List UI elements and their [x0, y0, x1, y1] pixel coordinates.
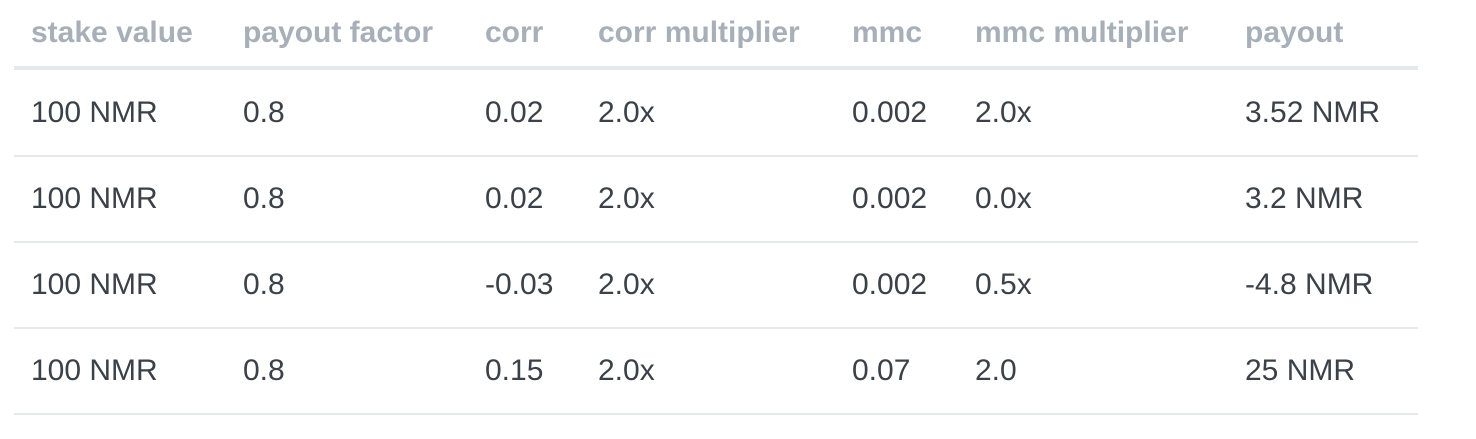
table-header: stake value payout factor corr corr mult… — [14, 0, 1418, 70]
cell-mmc: 0.002 — [835, 68, 958, 157]
payout-table: stake value payout factor corr corr mult… — [14, 0, 1418, 415]
cell-payout-factor: 0.8 — [226, 68, 468, 157]
header-payout: payout — [1228, 0, 1418, 70]
cell-corr: 0.02 — [468, 156, 581, 243]
header-stake-value: stake value — [14, 0, 226, 70]
cell-corr: 0.02 — [468, 68, 581, 157]
cell-corr-multiplier: 2.0x — [581, 156, 835, 243]
cell-payout-factor: 0.8 — [226, 328, 468, 415]
cell-mmc-multiplier: 2.0x — [958, 68, 1228, 157]
cell-stake-value: 100 NMR — [14, 68, 226, 157]
cell-mmc-multiplier: 0.0x — [958, 156, 1228, 243]
cell-mmc-multiplier: 0.5x — [958, 242, 1228, 329]
cell-payout: -4.8 NMR — [1228, 242, 1418, 329]
header-corr-multiplier: corr multiplier — [581, 0, 835, 70]
cell-corr-multiplier: 2.0x — [581, 328, 835, 415]
payout-table-container: stake value payout factor corr corr mult… — [14, 0, 1418, 415]
cell-mmc: 0.002 — [835, 156, 958, 243]
cell-corr: -0.03 — [468, 242, 581, 329]
cell-corr-multiplier: 2.0x — [581, 242, 835, 329]
table-row: 100 NMR 0.8 0.15 2.0x 0.07 2.0 25 NMR — [14, 328, 1418, 415]
cell-corr-multiplier: 2.0x — [581, 68, 835, 157]
cell-payout-factor: 0.8 — [226, 156, 468, 243]
cell-mmc: 0.07 — [835, 328, 958, 415]
cell-mmc-multiplier: 2.0 — [958, 328, 1228, 415]
table-row: 100 NMR 0.8 0.02 2.0x 0.002 0.0x 3.2 NMR — [14, 156, 1418, 243]
cell-corr: 0.15 — [468, 328, 581, 415]
cell-payout: 3.52 NMR — [1228, 68, 1418, 157]
table-row: 100 NMR 0.8 -0.03 2.0x 0.002 0.5x -4.8 N… — [14, 242, 1418, 329]
cell-mmc: 0.002 — [835, 242, 958, 329]
cell-payout-factor: 0.8 — [226, 242, 468, 329]
header-mmc-multiplier: mmc multiplier — [958, 0, 1228, 70]
cell-stake-value: 100 NMR — [14, 156, 226, 243]
cell-payout: 3.2 NMR — [1228, 156, 1418, 243]
cell-stake-value: 100 NMR — [14, 328, 226, 415]
table-row: 100 NMR 0.8 0.02 2.0x 0.002 2.0x 3.52 NM… — [14, 68, 1418, 157]
table-body: 100 NMR 0.8 0.02 2.0x 0.002 2.0x 3.52 NM… — [14, 68, 1418, 415]
cell-stake-value: 100 NMR — [14, 242, 226, 329]
header-corr: corr — [468, 0, 581, 70]
header-row: stake value payout factor corr corr mult… — [14, 0, 1418, 70]
header-payout-factor: payout factor — [226, 0, 468, 70]
header-mmc: mmc — [835, 0, 958, 70]
cell-payout: 25 NMR — [1228, 328, 1418, 415]
